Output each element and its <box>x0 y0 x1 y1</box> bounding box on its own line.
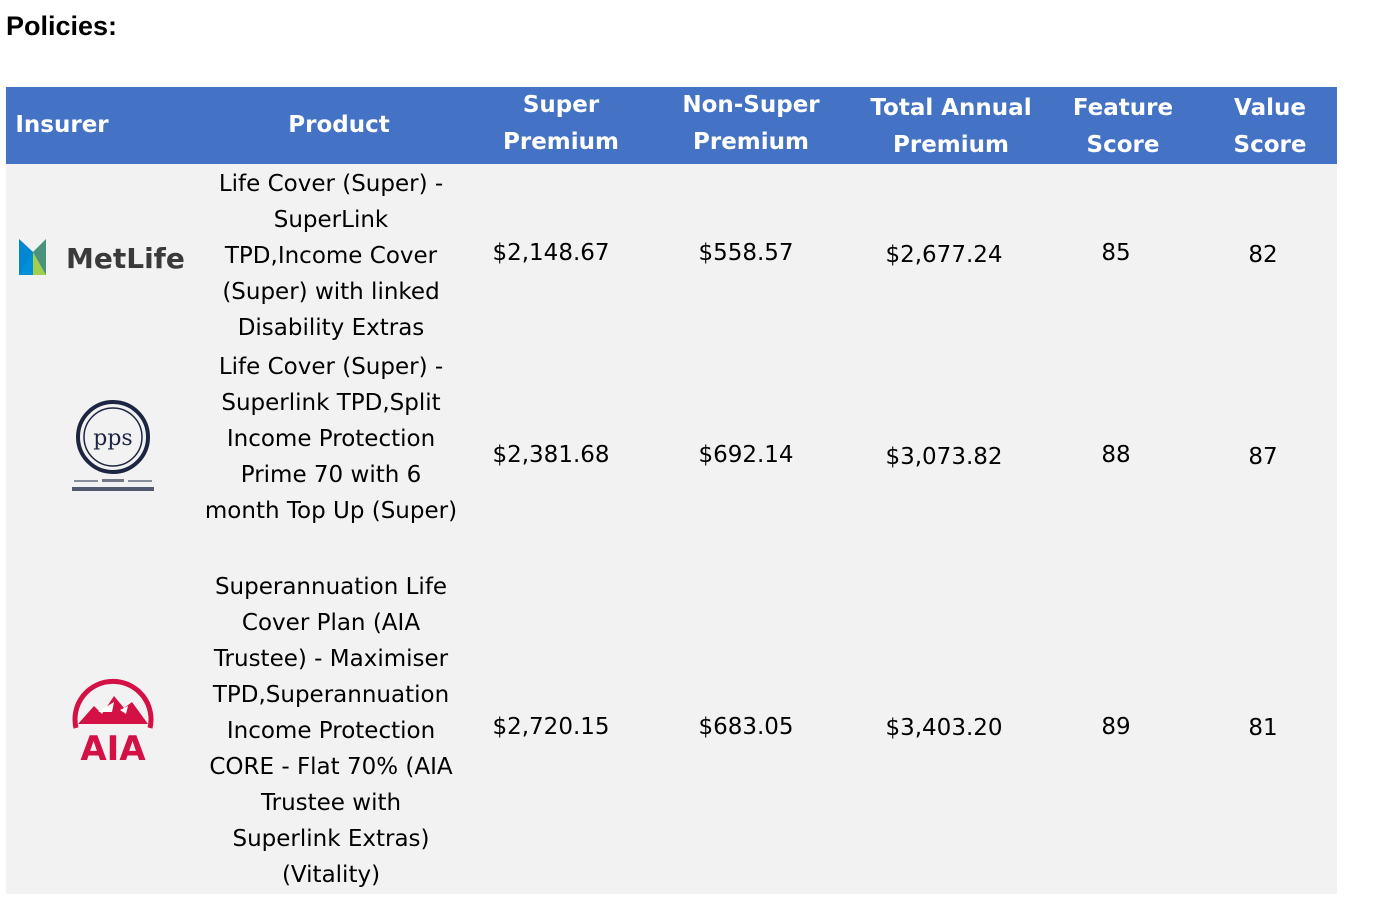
feature-score-cell: 89 <box>1101 714 1131 740</box>
value-score-cell: 82 <box>1248 242 1278 268</box>
policies-table: Insurer Product Super Premium Non-Super … <box>6 87 1337 894</box>
non-super-premium-cell: $683.05 <box>698 714 794 740</box>
super-premium-cell: $2,148.67 <box>492 240 610 266</box>
product-cell: Life Cover (Super) - Superlink TPD,Split… <box>204 354 458 524</box>
pps-mutual-logo-icon: pps <box>72 400 154 491</box>
table-row: AIA Superannuation Life Cover Plan (AIA … <box>6 567 1337 894</box>
header-insurer: Insurer <box>15 112 109 138</box>
product-cell: Superannuation Life Cover Plan (AIA Trus… <box>209 574 453 888</box>
feature-score-cell: 88 <box>1101 442 1131 468</box>
total-annual-premium-cell: $3,403.20 <box>885 715 1003 741</box>
metlife-logo-icon: MetLife <box>19 239 185 275</box>
aia-logo: AIA <box>68 672 158 769</box>
product-cell: Life Cover (Super) - SuperLink TPD,Incom… <box>218 171 444 341</box>
aia-logo-icon: AIA <box>72 678 154 769</box>
header-feature-score-line1: Feature <box>1072 95 1174 121</box>
header-super-premium: Super Premium <box>486 87 636 161</box>
metlife-logo: MetLife <box>19 235 185 279</box>
svg-text:AIA: AIA <box>80 729 146 767</box>
header-value-score: Value Score <box>1210 90 1330 164</box>
header-non-super-premium: Non-Super Premium <box>666 87 836 161</box>
non-super-premium-cell: $692.14 <box>698 442 794 468</box>
total-annual-premium-cell: $2,677.24 <box>885 242 1003 268</box>
header-value-score-line2: Score <box>1233 132 1307 158</box>
header-non-super-premium-line1: Non-Super <box>682 92 820 118</box>
value-score-cell: 87 <box>1248 444 1278 470</box>
svg-text:MetLife: MetLife <box>66 242 184 275</box>
header-value-score-line1: Value <box>1234 95 1306 121</box>
value-score-cell: 81 <box>1248 715 1278 741</box>
header-feature-score-line2: Score <box>1086 132 1160 158</box>
header-non-super-premium-line2: Premium <box>693 129 809 155</box>
svg-text:pps: pps <box>93 426 132 451</box>
header-total-annual-premium-line2: Premium <box>893 132 1009 158</box>
table-header: Insurer Product Super Premium Non-Super … <box>6 87 1337 164</box>
header-total-annual-premium-line1: Total Annual <box>870 95 1032 121</box>
total-annual-premium-cell: $3,073.82 <box>885 444 1003 470</box>
header-super-premium-line2: Premium <box>503 129 619 155</box>
super-premium-cell: $2,381.68 <box>492 442 610 468</box>
feature-score-cell: 85 <box>1101 240 1131 266</box>
header-total-annual-premium: Total Annual Premium <box>856 90 1046 164</box>
header-feature-score: Feature Score <box>1058 90 1188 164</box>
table-body: MetLife Life Cover (Super) - SuperLink T… <box>6 164 1337 894</box>
page-title: Policies: <box>6 11 118 41</box>
table-row: MetLife Life Cover (Super) - SuperLink T… <box>6 164 1337 347</box>
pps-mutual-logo: pps <box>70 395 156 495</box>
super-premium-cell: $2,720.15 <box>492 714 610 740</box>
non-super-premium-cell: $558.57 <box>698 240 794 266</box>
header-product: Product <box>288 112 390 138</box>
header-super-premium-line1: Super <box>522 92 600 118</box>
table-row: pps Life Cover (Super) - Superlink TPD,S… <box>6 347 1337 567</box>
